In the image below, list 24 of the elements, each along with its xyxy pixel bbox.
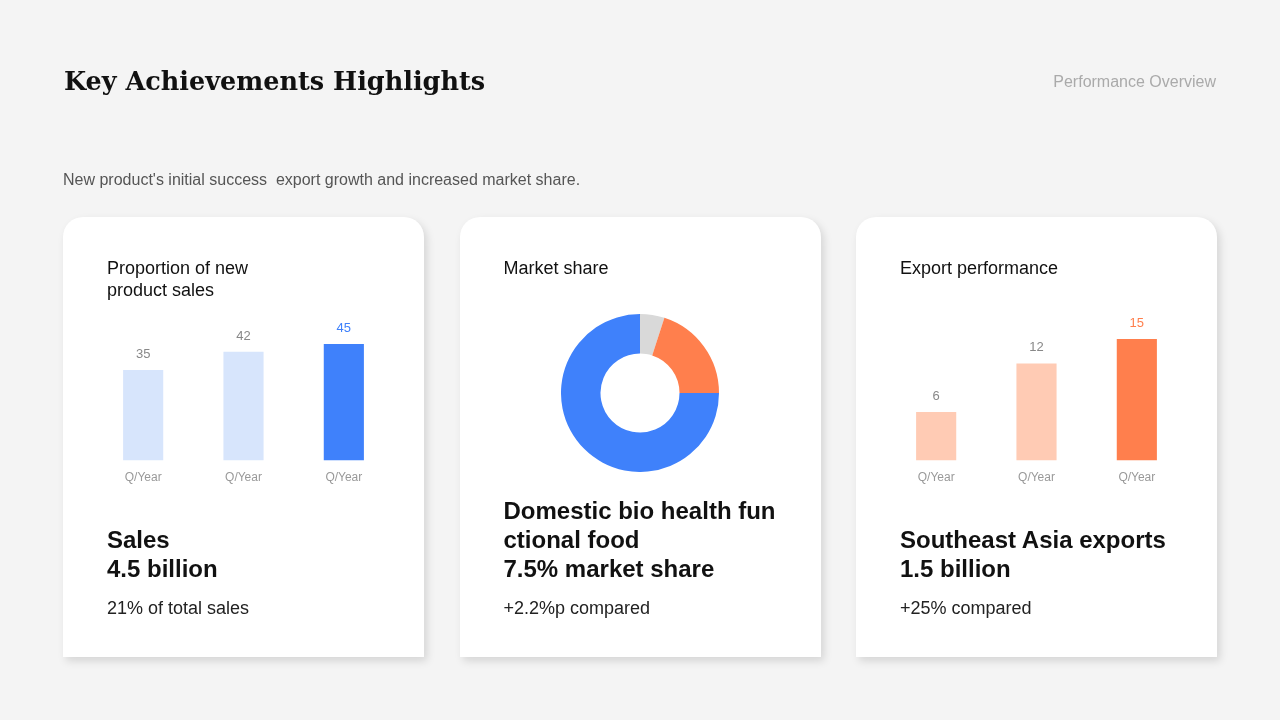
data-label: 15 bbox=[1129, 315, 1145, 331]
data-label: 45 bbox=[336, 319, 352, 335]
text: Sales 4.5 billion bbox=[107, 525, 219, 583]
chart-title: Proportion of new product sales bbox=[107, 257, 250, 301]
data-label: 35 bbox=[135, 345, 151, 361]
text: Domestic bio health functional food 7.5% market share bbox=[503, 496, 777, 583]
x-tick-label: Q/Year bbox=[1018, 470, 1055, 485]
chart-title: Market share bbox=[503, 257, 610, 279]
x-tick-label: Q/Year bbox=[917, 470, 955, 485]
text: +2.2%p compared bbox=[503, 597, 652, 619]
x-tick-label: Q/Year bbox=[325, 470, 363, 485]
text: New product's initial success export growth and increased market share. bbox=[63, 170, 581, 190]
chart-title: Export performance bbox=[900, 257, 1060, 279]
text: Key Achievements Highlights bbox=[64, 65, 486, 98]
text: +25% compared bbox=[900, 597, 1033, 619]
x-tick-label: Q/Year bbox=[1118, 470, 1156, 485]
data-label: 6 bbox=[932, 388, 940, 403]
text: Southeast Asia exports 1.5 billion bbox=[900, 525, 1167, 583]
data-label: 12 bbox=[1029, 339, 1044, 355]
text: 21% of total sales bbox=[107, 597, 251, 619]
data-label: 42 bbox=[236, 327, 251, 343]
x-tick-label: Q/Year bbox=[124, 470, 162, 485]
x-tick-label: Q/Year bbox=[225, 470, 262, 485]
text: Performance Overview bbox=[1053, 72, 1216, 92]
